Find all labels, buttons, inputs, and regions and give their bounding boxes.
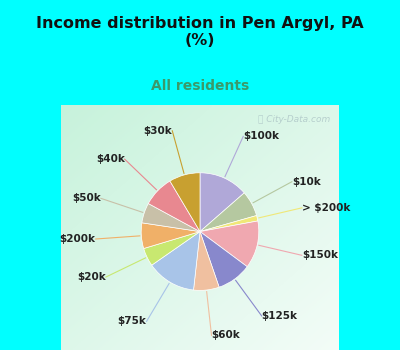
- Wedge shape: [200, 232, 247, 287]
- Text: All residents: All residents: [151, 79, 249, 93]
- Wedge shape: [148, 181, 200, 232]
- Text: $200k: $200k: [60, 234, 96, 244]
- Text: $40k: $40k: [96, 154, 125, 164]
- Wedge shape: [144, 232, 200, 265]
- Text: Income distribution in Pen Argyl, PA
(%): Income distribution in Pen Argyl, PA (%): [36, 16, 364, 48]
- Text: $125k: $125k: [262, 311, 298, 321]
- Text: $50k: $50k: [72, 193, 101, 203]
- Text: $150k: $150k: [302, 250, 338, 260]
- Wedge shape: [152, 232, 200, 290]
- Wedge shape: [200, 193, 256, 232]
- Wedge shape: [194, 232, 219, 290]
- Text: $60k: $60k: [212, 330, 240, 341]
- Wedge shape: [142, 204, 200, 232]
- Wedge shape: [200, 216, 258, 232]
- Text: $10k: $10k: [292, 177, 321, 187]
- Text: $30k: $30k: [144, 126, 172, 136]
- Text: $20k: $20k: [77, 272, 106, 282]
- Wedge shape: [141, 223, 200, 248]
- Wedge shape: [200, 173, 244, 232]
- Text: $75k: $75k: [118, 316, 146, 327]
- Text: $100k: $100k: [243, 131, 279, 141]
- Wedge shape: [200, 221, 259, 267]
- Text: ⓘ City-Data.com: ⓘ City-Data.com: [258, 115, 330, 124]
- Wedge shape: [170, 173, 200, 232]
- Text: > $200k: > $200k: [302, 203, 350, 213]
